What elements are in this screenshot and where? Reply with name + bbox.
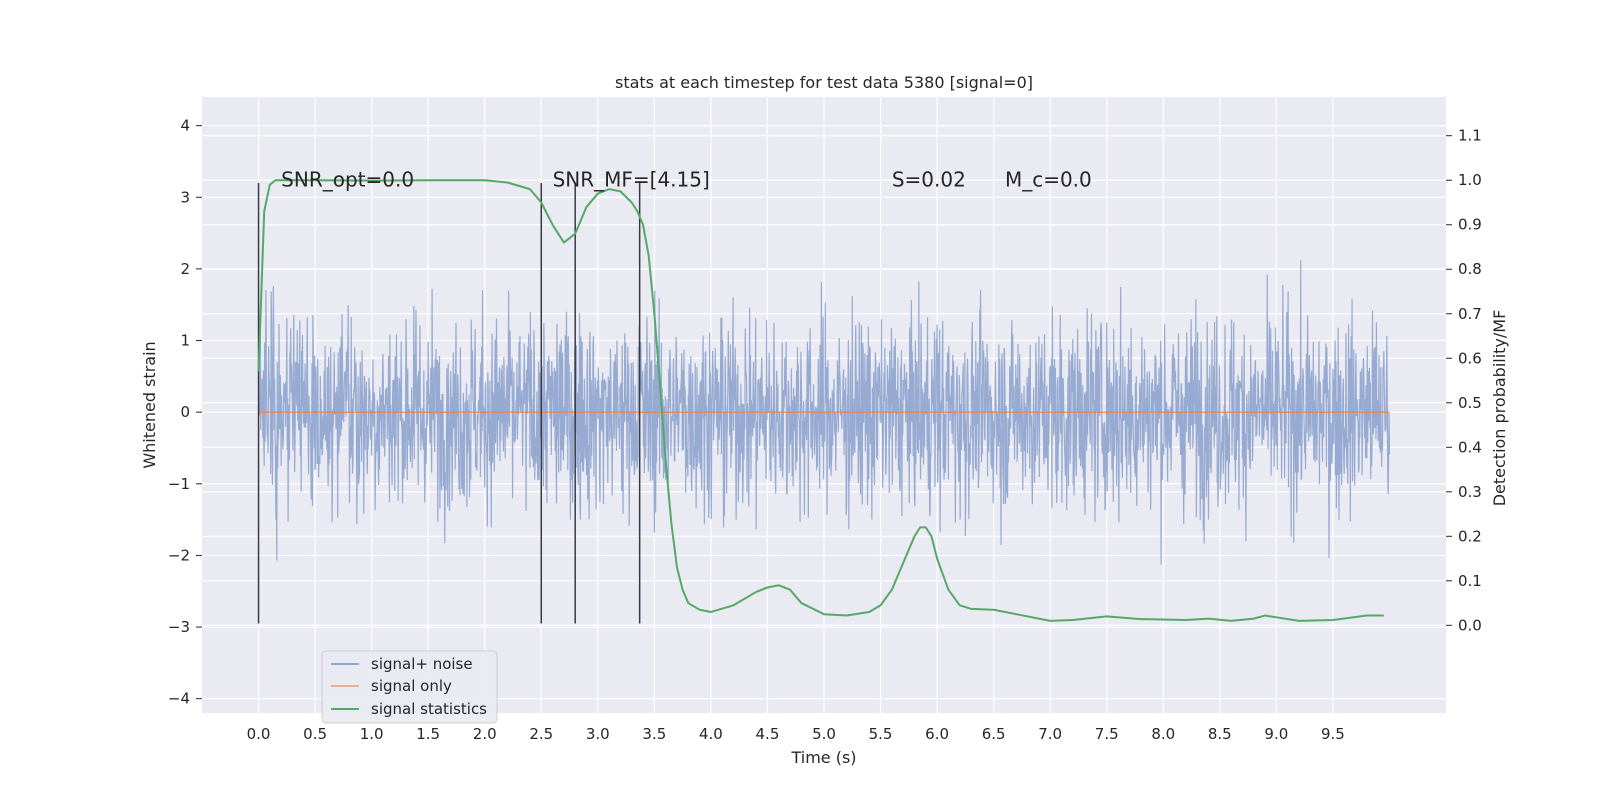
annotation: SNR_opt=0.0 [281, 168, 414, 192]
y-tick-label: 2 [180, 260, 190, 278]
y2-ticks: 1.1 1.0 0.9 0.8 0.7 0.6 0.5 0.4 0.3 0.2 0.1 0.0 [1446, 127, 1482, 634]
vertical-markers [257, 182, 641, 624]
signal-statistics-series [257, 179, 1384, 622]
x-tick-label: 3.0 [586, 725, 610, 743]
y2-tick-label: 1.1 [1458, 127, 1482, 145]
y-tick-label: 3 [180, 188, 190, 206]
legend-box [321, 650, 498, 724]
annotation: S=0.02 [892, 168, 966, 192]
x-tick-label: 6.5 [982, 725, 1006, 743]
x-axis-label: Time (s) [790, 748, 856, 767]
y2-tick-label: 0.5 [1458, 394, 1482, 412]
x-tick-label: 1.0 [360, 725, 384, 743]
y-axis-label: Whitened strain [140, 341, 159, 468]
x-tick-label: 7.5 [1095, 725, 1119, 743]
y2-tick-label: 0.2 [1458, 527, 1482, 545]
x-tick-label: 9.0 [1264, 725, 1288, 743]
y2-tick-label: 0.4 [1458, 438, 1482, 456]
x-tick-label: 8.5 [1208, 725, 1232, 743]
y-tick-label: 0 [180, 403, 190, 421]
y2-tick-label: 0.1 [1458, 572, 1482, 590]
y-ticks: 4 3 2 1 0 −1 −2 −3 −4 [168, 117, 202, 708]
legend-label-signal-noise: signal+ noise [371, 655, 473, 673]
x-tick-label: 4.0 [699, 725, 723, 743]
legend-label-signal-statistics: signal statistics [371, 700, 487, 718]
chart-title: stats at each timestep for test data 538… [615, 73, 1033, 92]
y2-tick-label: 0.8 [1458, 260, 1482, 278]
y-tick-label: −4 [168, 690, 190, 708]
signal-statistics-line [257, 179, 1384, 622]
y-tick-label: 4 [180, 117, 190, 135]
legend: signal+ noise signal only signal statist… [321, 650, 498, 724]
y-tick-label: −1 [168, 475, 190, 493]
x-tick-label: 2.0 [473, 725, 497, 743]
x-tick-label: 2.5 [529, 725, 553, 743]
y2-tick-label: 0.6 [1458, 349, 1482, 367]
annotation: SNR_MF=[4.15] [553, 168, 710, 192]
x-tick-label: 1.5 [416, 725, 440, 743]
x-tick-label: 3.5 [642, 725, 666, 743]
x-ticks: 0.0 0.5 1.0 1.5 2.0 2.5 3.0 3.5 4.0 4.5 5.0 5.5 6.0 6… [247, 725, 1345, 743]
y2-axis-label: Detection probability/MF [1490, 310, 1509, 507]
legend-label-signal-only: signal only [371, 677, 452, 695]
y2-tick-label: 1.0 [1458, 171, 1482, 189]
x-tick-label: 5.5 [869, 725, 893, 743]
x-tick-label: 0.5 [303, 725, 327, 743]
x-tick-label: 9.5 [1321, 725, 1345, 743]
y2-tick-label: 0.3 [1458, 483, 1482, 501]
y-tick-label: −3 [168, 618, 190, 636]
x-tick-label: 7.0 [1038, 725, 1062, 743]
y2-tick-label: 0.7 [1458, 305, 1482, 323]
annotation: M_c=0.0 [1005, 168, 1092, 192]
x-tick-label: 0.0 [247, 725, 271, 743]
x-tick-label: 6.0 [925, 725, 949, 743]
y2-tick-label: 0.0 [1458, 616, 1482, 634]
y-tick-label: 1 [180, 332, 190, 350]
x-tick-label: 5.0 [812, 725, 836, 743]
y-tick-label: −2 [168, 546, 190, 564]
annotations: SNR_opt=0.0 SNR_MF=[4.15] S=0.02 M_c=0.0 [281, 168, 1092, 192]
x-tick-label: 8.0 [1151, 725, 1175, 743]
x-tick-label: 4.5 [756, 725, 780, 743]
y2-tick-label: 0.9 [1458, 216, 1482, 234]
